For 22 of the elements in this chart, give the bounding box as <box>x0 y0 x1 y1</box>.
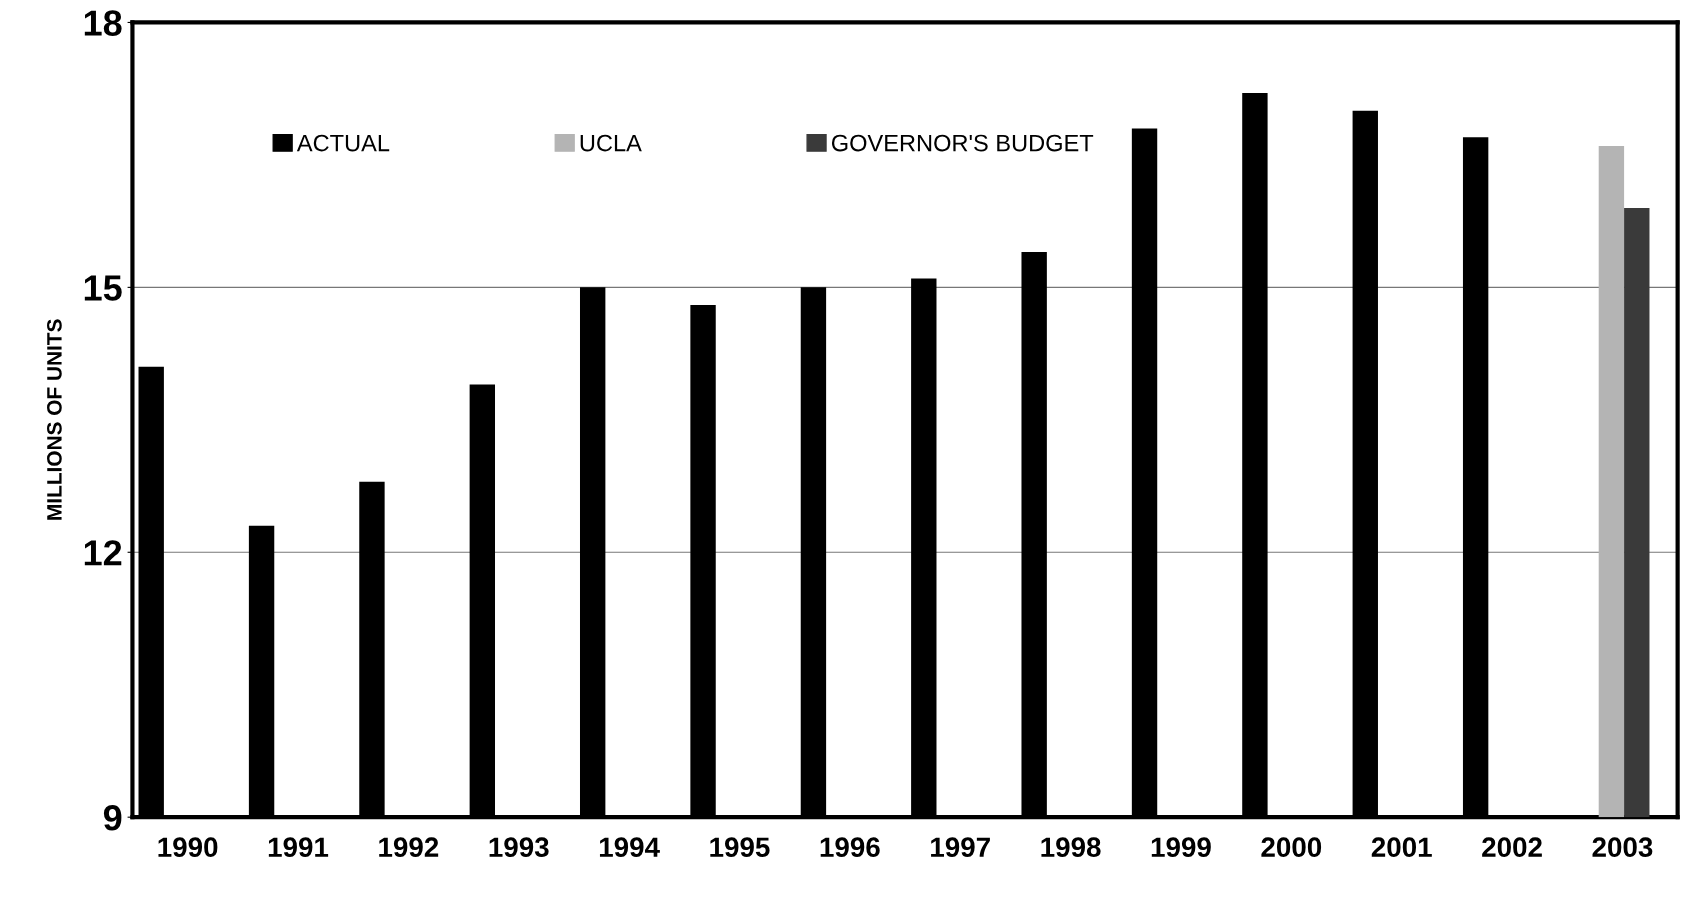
x-tick-label: 2002 <box>1482 837 1542 858</box>
x-tick-label: 1992 <box>379 837 439 858</box>
x-tick-label: 1993 <box>489 837 549 858</box>
legend-label: GOVERNOR'S BUDGET <box>831 134 1094 152</box>
x-tick-label: 1999 <box>1151 837 1211 858</box>
x-tick-label: 1990 <box>158 837 218 858</box>
y-tick-label: 18 <box>84 10 122 36</box>
x-tick-label: 1991 <box>268 837 329 858</box>
y-tick-label: 15 <box>84 275 122 301</box>
x-tick-label: 2001 <box>1371 837 1432 858</box>
legend-label: UCLA <box>580 134 642 152</box>
x-tick-label: 1995 <box>710 837 770 858</box>
x-tick-label: 2003 <box>1592 837 1653 858</box>
x-tick-label: 1994 <box>599 837 660 858</box>
y-tick-label: 12 <box>84 540 122 566</box>
x-tick-label: 1996 <box>820 837 880 858</box>
y-axis-title: MILLIONS OF UNITS <box>47 319 62 520</box>
x-tick-label: 1998 <box>1041 837 1101 858</box>
x-tick-label: 1997 <box>931 837 990 858</box>
legend-label: ACTUAL <box>296 134 390 152</box>
x-tick-label: 2000 <box>1261 837 1322 858</box>
y-tick-label: 9 <box>103 805 122 831</box>
